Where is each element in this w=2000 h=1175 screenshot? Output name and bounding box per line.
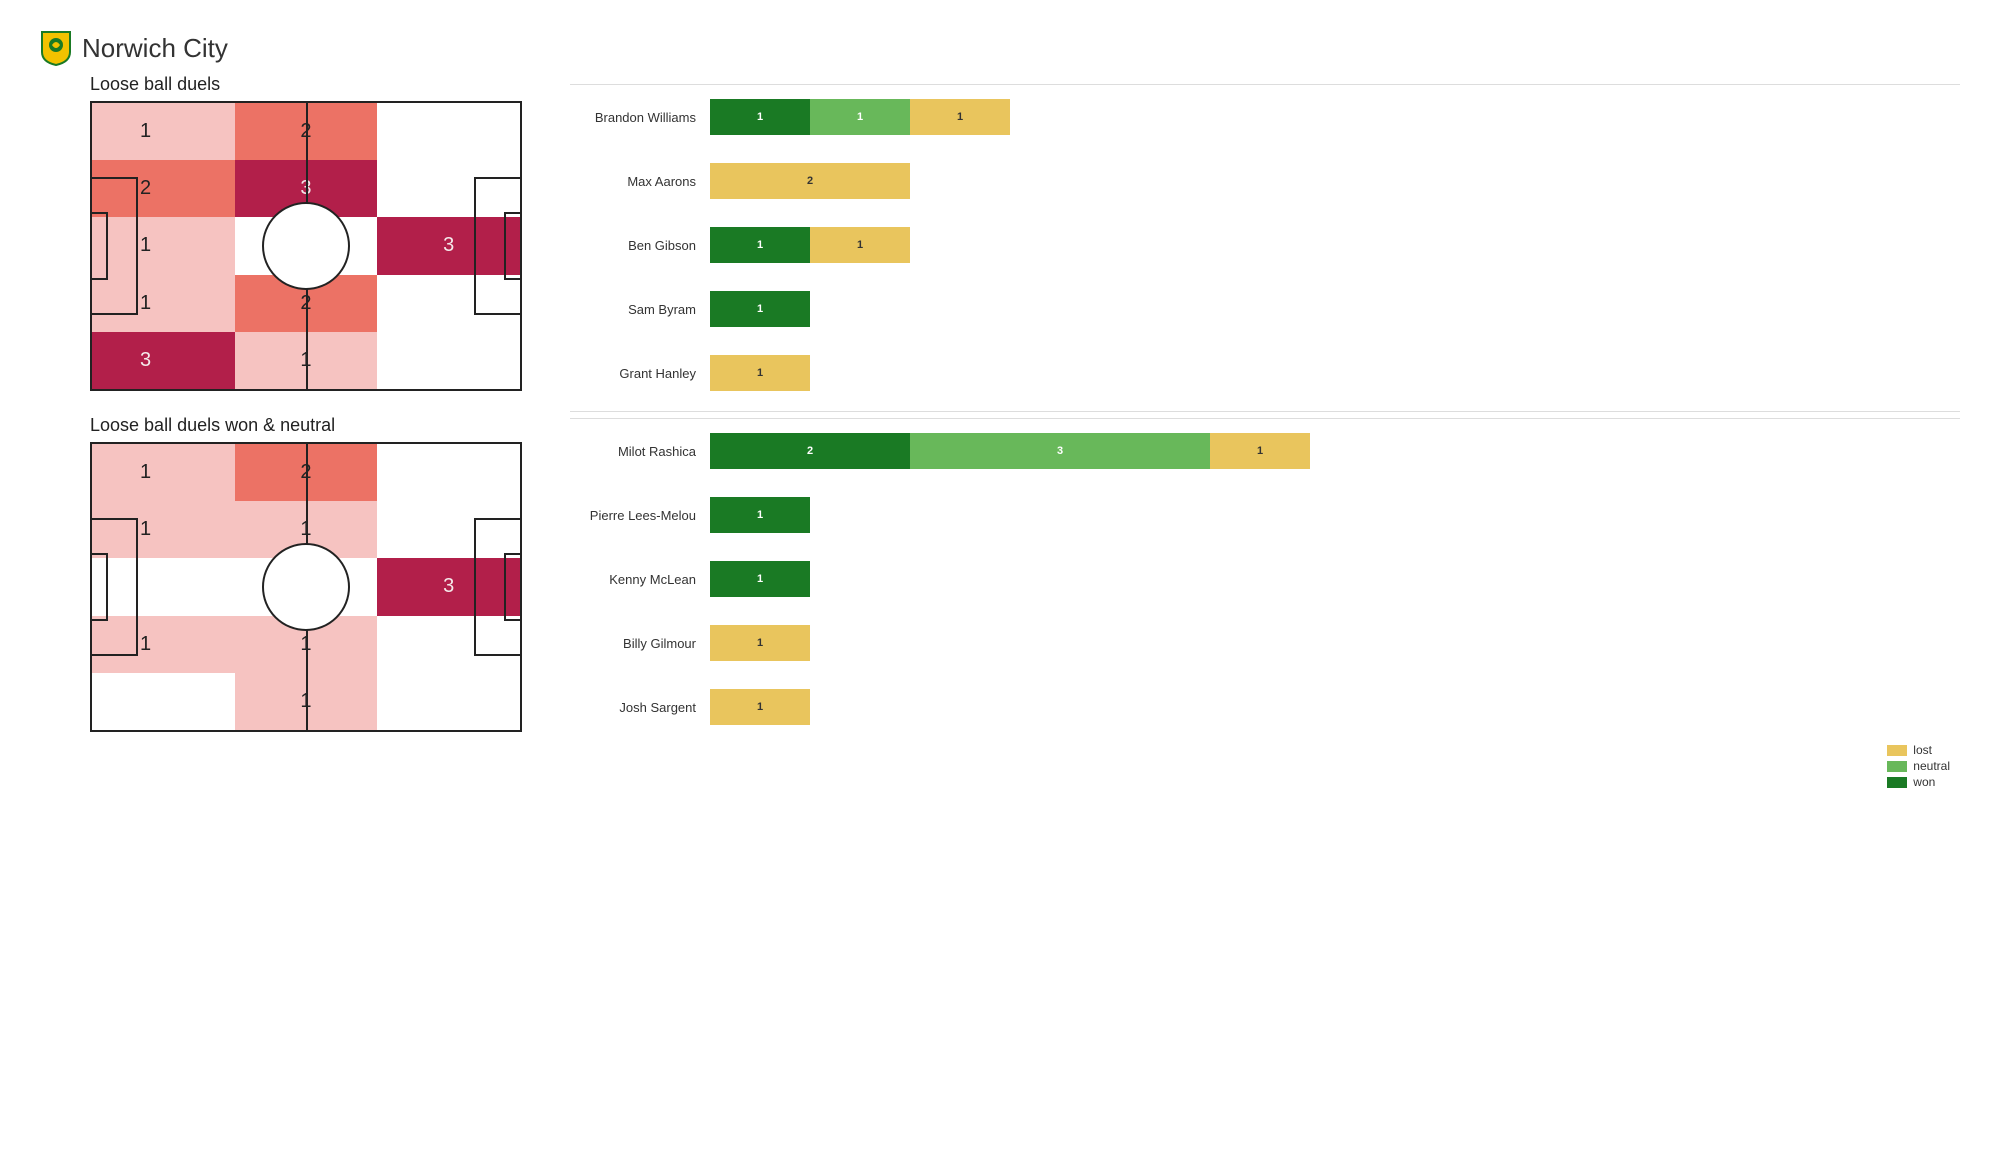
bars-column: Brandon Williams111Max Aarons2Ben Gibson… <box>570 74 1960 789</box>
pitch-1-title: Loose ball duels <box>90 74 540 95</box>
bars-group: Milot Rashica231Pierre Lees-Melou1Kenny … <box>570 418 1960 739</box>
center-circle <box>262 202 350 290</box>
bar-track: 231 <box>710 433 1960 469</box>
player-label: Milot Rashica <box>570 444 710 459</box>
six-yard-right <box>504 212 522 281</box>
team-badge-icon <box>40 30 72 66</box>
player-label: Brandon Williams <box>570 110 710 125</box>
bar-row: Max Aarons2 <box>570 149 1960 213</box>
bar-track: 111 <box>710 99 1960 135</box>
player-label: Pierre Lees-Melou <box>570 508 710 523</box>
player-label: Kenny McLean <box>570 572 710 587</box>
player-label: Josh Sargent <box>570 700 710 715</box>
legend-swatch <box>1887 745 1907 756</box>
pitch-2: 12113111 <box>90 442 522 732</box>
bar-segment-neutral: 3 <box>910 433 1210 469</box>
pitch-1-block: Loose ball duels 1223131231 <box>90 74 540 391</box>
bar-segment-lost: 1 <box>710 625 810 661</box>
bar-row: Billy Gilmour1 <box>570 611 1960 675</box>
player-label: Billy Gilmour <box>570 636 710 651</box>
heat-cell: 3 <box>92 332 235 389</box>
player-label: Sam Byram <box>570 302 710 317</box>
heat-cell <box>92 673 235 730</box>
heat-cell <box>377 444 520 501</box>
legend-swatch <box>1887 761 1907 772</box>
bar-segment-neutral: 1 <box>810 99 910 135</box>
bar-segment-lost: 1 <box>910 99 1010 135</box>
bar-segment-won: 1 <box>710 291 810 327</box>
bars-root: Brandon Williams111Max Aarons2Ben Gibson… <box>570 84 1960 739</box>
bar-segment-lost: 2 <box>710 163 910 199</box>
heat-cell: 1 <box>92 444 235 501</box>
heat-cell <box>377 103 520 160</box>
bar-row: Ben Gibson11 <box>570 213 1960 277</box>
legend: lost neutral won <box>1887 739 1960 789</box>
bar-segment-won: 1 <box>710 99 810 135</box>
pitch-1: 1223131231 <box>90 101 522 391</box>
bar-row: Brandon Williams111 <box>570 85 1960 149</box>
six-yard-left <box>90 553 108 622</box>
bar-segment-won: 1 <box>710 227 810 263</box>
bar-segment-lost: 1 <box>710 355 810 391</box>
player-label: Grant Hanley <box>570 366 710 381</box>
legend-label: won <box>1913 775 1935 789</box>
bar-row: Sam Byram1 <box>570 277 1960 341</box>
legend-label: lost <box>1913 743 1932 757</box>
header: Norwich City <box>40 30 1960 66</box>
bar-row: Milot Rashica231 <box>570 419 1960 483</box>
bar-track: 1 <box>710 291 1960 327</box>
center-circle <box>262 543 350 631</box>
player-label: Ben Gibson <box>570 238 710 253</box>
legend-item-lost: lost <box>1887 743 1932 757</box>
heat-cell: 1 <box>92 103 235 160</box>
bar-row: Josh Sargent1 <box>570 675 1960 739</box>
bar-track: 1 <box>710 355 1960 391</box>
bar-track: 1 <box>710 561 1960 597</box>
bar-row: Pierre Lees-Melou1 <box>570 483 1960 547</box>
legend-swatch <box>1887 777 1907 788</box>
pitch-column: Loose ball duels 1223131231 Loose ball d… <box>40 74 540 789</box>
main-content: Loose ball duels 1223131231 Loose ball d… <box>40 74 1960 789</box>
bar-segment-lost: 1 <box>1210 433 1310 469</box>
bar-track: 1 <box>710 689 1960 725</box>
legend-label: neutral <box>1913 759 1950 773</box>
bar-track: 11 <box>710 227 1960 263</box>
bar-segment-won: 2 <box>710 433 910 469</box>
team-name: Norwich City <box>82 33 228 64</box>
six-yard-left <box>90 212 108 281</box>
bar-row: Kenny McLean1 <box>570 547 1960 611</box>
heat-cell <box>377 673 520 730</box>
bar-segment-lost: 1 <box>810 227 910 263</box>
bars-divider <box>570 411 1960 412</box>
bar-segment-won: 1 <box>710 561 810 597</box>
bar-segment-lost: 1 <box>710 689 810 725</box>
pitch-2-block: Loose ball duels won & neutral 12113111 <box>90 415 540 732</box>
heat-cell <box>377 332 520 389</box>
six-yard-right <box>504 553 522 622</box>
pitch-2-title: Loose ball duels won & neutral <box>90 415 540 436</box>
bar-segment-won: 1 <box>710 497 810 533</box>
legend-item-neutral: neutral <box>1887 759 1950 773</box>
bar-track: 2 <box>710 163 1960 199</box>
bars-group: Brandon Williams111Max Aarons2Ben Gibson… <box>570 84 1960 405</box>
bar-row: Grant Hanley1 <box>570 341 1960 405</box>
bar-track: 1 <box>710 497 1960 533</box>
player-label: Max Aarons <box>570 174 710 189</box>
bar-track: 1 <box>710 625 1960 661</box>
legend-item-won: won <box>1887 775 1935 789</box>
